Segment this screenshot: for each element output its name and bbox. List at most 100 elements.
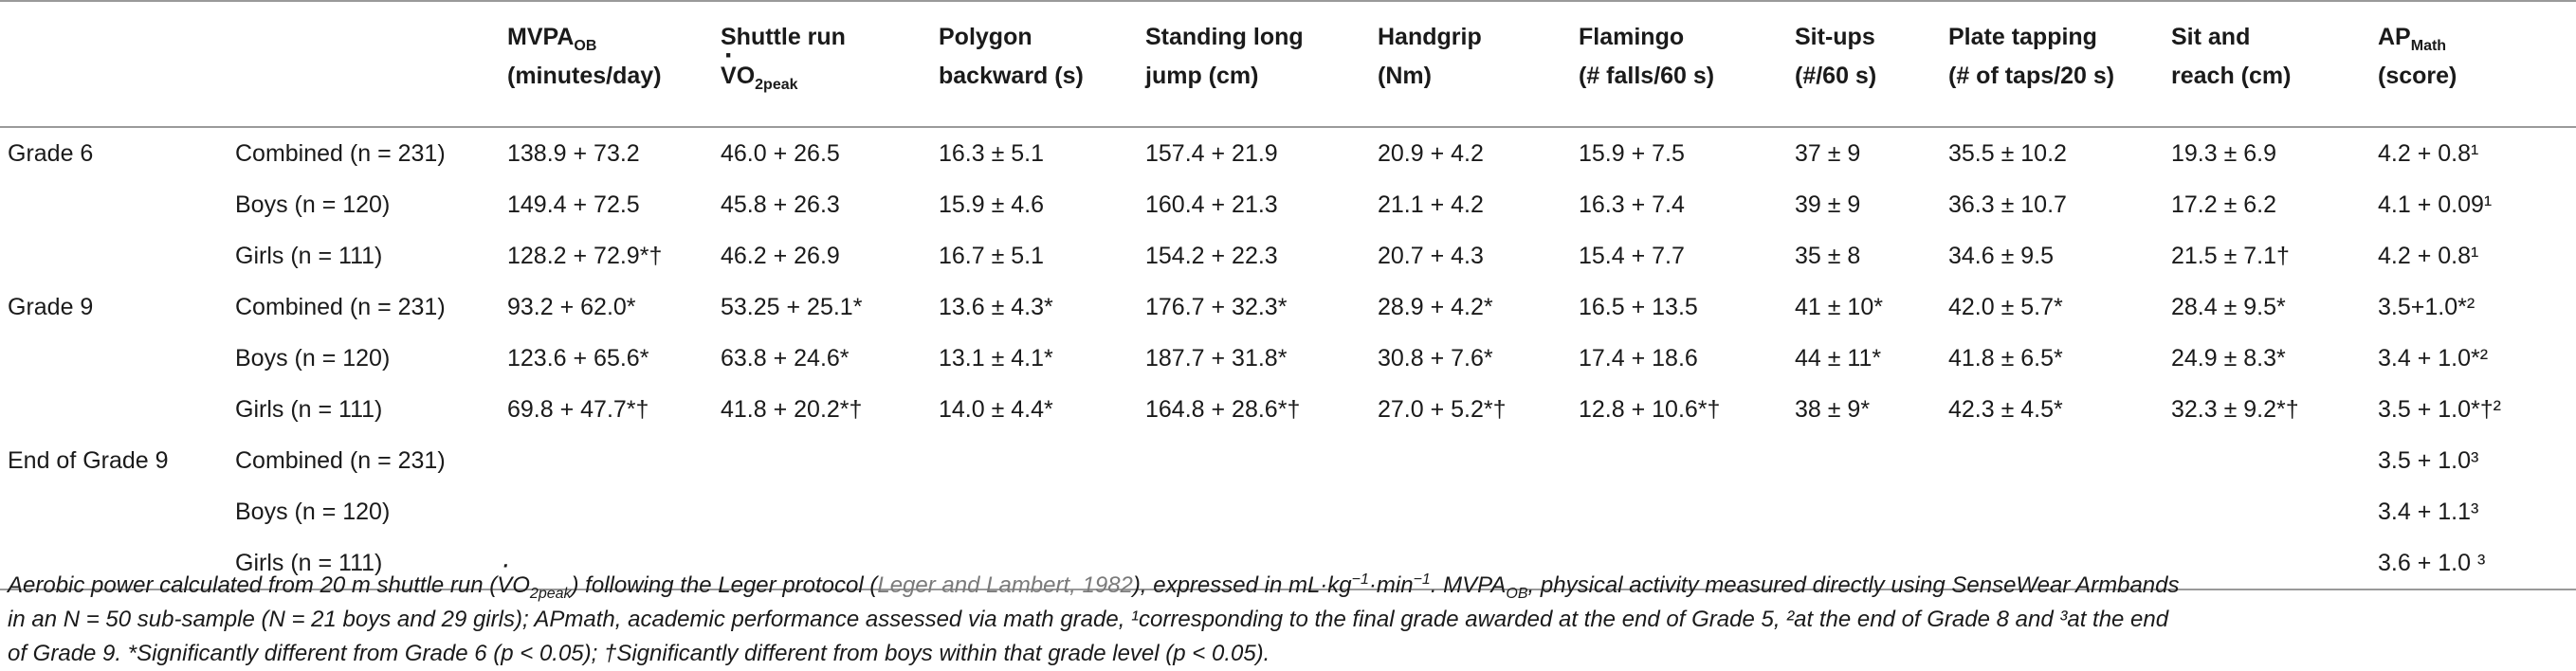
header-handgrip: Handgrip (Nm) [1378,24,1482,89]
table-cell [1787,435,1941,486]
footnote-reference[interactable]: Leger and Lambert, 1982 [877,572,1133,598]
table-cell [500,486,713,537]
header-sit-reach: Sit and reach (cm) [2171,24,2292,89]
table-cell: 149.4 + 72.5 [507,191,640,218]
header-long-jump: Standing long jump (cm) [1145,24,1304,89]
table-cell: 13.1 ± 4.1* [939,345,1053,372]
table-cell: 14.0 ± 4.4* [939,396,1053,423]
table-cell: 138.9 + 73.2 [507,140,640,167]
table-cell: 176.7 + 32.3* [1145,294,1288,320]
row-group: Combined (n = 231) [235,140,446,167]
table-cell: 3.5+1.0*² [2378,294,2476,320]
table-cell: 32.3 ± 9.2*† [2171,396,2299,423]
table-cell: 4.2 + 0.8¹ [2378,243,2479,269]
table-row: Boys (n = 120) 123.6 + 65.6* 63.8 + 24.6* 1… [0,333,2576,384]
table-cell [1370,435,1571,486]
table-cell: 4.2 + 0.8¹ [2378,140,2479,167]
table-cell [713,435,931,486]
table-cell: 41.8 + 20.2*† [721,396,863,423]
table-cell [2164,435,2370,486]
row-grade [0,333,228,384]
table-cell: 15.9 + 7.5 [1579,140,1685,167]
table-cell: 128.2 + 72.9*† [507,243,663,269]
table-cell: 35.5 ± 10.2 [1948,140,2067,167]
table-cell: 16.3 ± 5.1 [939,140,1045,167]
table-cell: 17.2 ± 6.2 [2171,191,2277,218]
table-cell: 154.2 + 22.3 [1145,243,1278,269]
table-cell: 53.25 + 25.1* [721,294,863,320]
row-group: Girls (n = 111) [235,396,383,423]
table-cell: 21.1 + 4.2 [1378,191,1484,218]
table-cell [1941,537,2164,590]
table-cell: 3.4 + 1.0*² [2378,345,2489,372]
table-cell: 46.2 + 26.9 [721,243,840,269]
table-row: End of Grade 9 Combined (n = 231) 3.5 + 1.… [0,435,2576,486]
table-cell: 30.8 + 7.6* [1378,345,1493,372]
table-cell: 28.9 + 4.2* [1378,294,1493,320]
row-group: Combined (n = 231) [235,447,446,474]
table-cell [1138,537,1370,590]
header-situps: Sit-ups (#/60 s) [1795,24,1877,89]
table-cell [1571,486,1787,537]
table-row: Boys (n = 120) 149.4 + 72.5 45.8 + 26.3 15.… [0,179,2576,230]
table-cell: 12.8 + 10.6*† [1579,396,1721,423]
table-footnote: Aerobic power calculated from 20 m shutt… [8,548,2567,671]
table-cell [931,435,1138,486]
table-row: Girls (n = 111) 128.2 + 72.9*† 46.2 + 26.9… [0,230,2576,281]
row-grade [0,230,228,281]
row-group: Girls (n = 111) [228,537,500,590]
table-cell [500,537,713,590]
header-grade [0,13,228,127]
row-group: Girls (n = 111) [235,243,383,269]
table-cell: 27.0 + 5.2*† [1378,396,1507,423]
table-cell [1138,486,1370,537]
table-cell: 38 ± 9* [1795,396,1871,423]
table-body: Grade 6 Combined (n = 231) 138.9 + 73.2 46.… [0,127,2576,590]
table-cell [1787,537,1941,590]
table-cell [500,435,713,486]
table-cell [1941,486,2164,537]
header-row: MVPAOB(minutes/day) Shuttle runVO2peak P… [0,13,2576,127]
table-cell: 41 ± 10* [1795,294,1883,320]
table-cell [2164,486,2370,537]
table-cell: 20.7 + 4.3 [1378,243,1484,269]
table-cell: 20.9 + 4.2 [1378,140,1484,167]
table-cell: 13.6 ± 4.3* [939,294,1053,320]
table-cell: 19.3 ± 6.9 [2171,140,2277,167]
table-cell: 187.7 + 31.8* [1145,345,1288,372]
header-polygon: Polygon backward (s) [939,24,1084,89]
table-cell: 93.2 + 62.0* [507,294,636,320]
header-group [228,13,500,127]
table-cell: 3.5 + 1.0*†² [2378,396,2501,423]
table-row: Boys (n = 120) 3.4 + 1.1³ [0,486,2576,537]
table-row: Girls (n = 111) 3.6 + 1.0 ³ [0,537,2576,590]
table-cell [1787,486,1941,537]
table-cell: 45.8 + 26.3 [721,191,840,218]
table-cell: 16.7 ± 5.1 [939,243,1045,269]
table-cell: 3.4 + 1.1³ [2378,499,2479,525]
table-cell: 28.4 ± 9.5* [2171,294,2286,320]
row-grade [0,384,228,435]
table-cell: 3.6 + 1.0 ³ [2370,537,2576,590]
table-row: Grade 6 Combined (n = 231) 138.9 + 73.2 46.… [0,127,2576,179]
row-group: Boys (n = 120) [235,499,391,525]
table-row: Grade 9 Combined (n = 231) 93.2 + 62.0* 53.… [0,281,2576,333]
table-cell: 69.8 + 47.7*† [507,396,649,423]
row-group: Boys (n = 120) [235,191,391,218]
table-cell: 17.4 + 18.6 [1579,345,1698,372]
table-cell [1941,435,2164,486]
table-cell: 37 ± 9 [1795,140,1861,167]
table-cell [713,537,931,590]
table-cell: 46.0 + 26.5 [721,140,840,167]
footnote-line-1: Aerobic power calculated from 20 m shutt… [8,548,2567,603]
table-cell: 16.3 + 7.4 [1579,191,1685,218]
table-cell: 160.4 + 21.3 [1145,191,1278,218]
row-grade [0,179,228,230]
table-cell: 35 ± 8 [1795,243,1861,269]
row-grade: Grade 6 [8,140,94,167]
footnote-line-3: of Grade 9. *Significantly different fro… [8,641,1270,666]
table-cell [1370,537,1571,590]
header-flamingo: Flamingo (# falls/60 s) [1579,24,1715,89]
table-cell [1571,435,1787,486]
